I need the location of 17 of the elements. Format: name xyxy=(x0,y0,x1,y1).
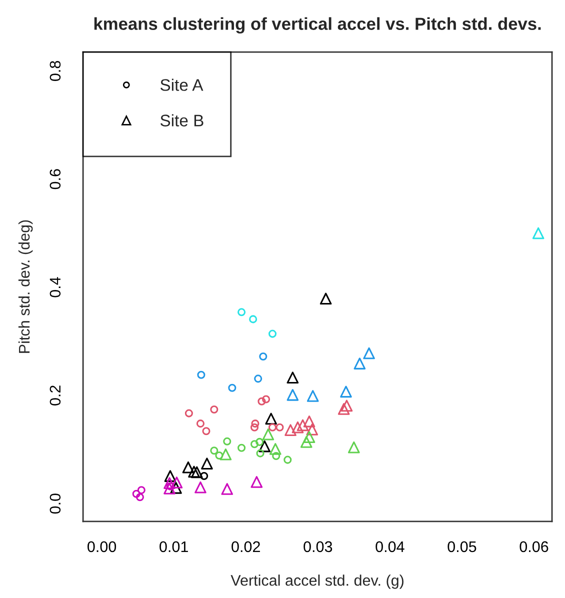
y-axis-title: Pitch std. dev. (deg) xyxy=(18,220,33,353)
x-tick-label: 0.03 xyxy=(304,541,332,552)
y-tick-label: 0.2 xyxy=(50,386,61,406)
y-tick-label: 0.6 xyxy=(50,169,61,190)
legend-label: Site B xyxy=(160,114,204,126)
x-tick-label: 0.05 xyxy=(448,541,476,552)
x-tick-label: 0.06 xyxy=(520,541,548,552)
legend-label: Site A xyxy=(160,78,204,91)
y-tick-label: 0.8 xyxy=(50,61,61,81)
x-axis-title: Vertical accel std. dev. (g) xyxy=(230,574,404,589)
y-tick-label: 0.4 xyxy=(50,277,61,298)
x-tick-label: 0.01 xyxy=(160,541,188,552)
chart-title: kmeans clustering of vertical accel vs. Pitch std. devs. xyxy=(94,17,541,34)
x-tick-label: 0.02 xyxy=(232,541,260,552)
x-tick-label: 0.00 xyxy=(88,541,116,552)
x-tick-label: 0.04 xyxy=(376,541,404,552)
y-tick-label: 0.0 xyxy=(50,494,61,514)
